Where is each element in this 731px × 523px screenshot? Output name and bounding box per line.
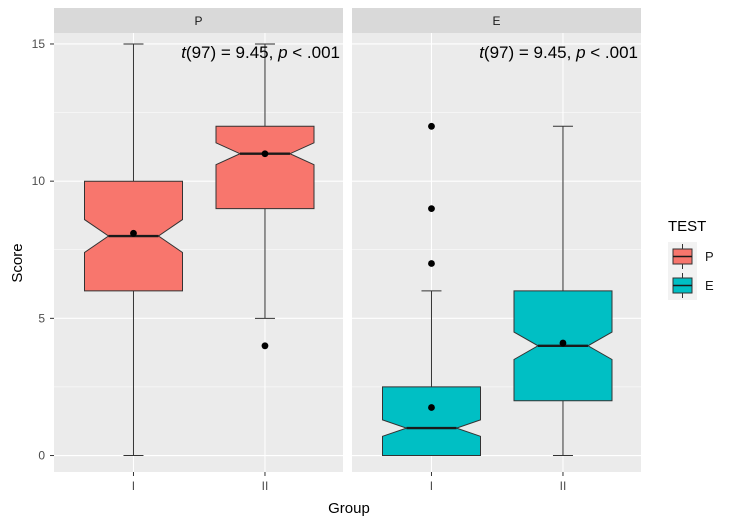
outlier-point [428, 260, 435, 267]
x-tick-label: II [560, 479, 567, 493]
facet-strip-label: E [492, 14, 500, 28]
box-group-i [84, 43, 183, 457]
legend-label: P [705, 249, 714, 264]
annotation-p-label: p [277, 43, 287, 62]
box-group-i [382, 122, 481, 457]
legend: TEST PE [668, 218, 714, 300]
annotation-t-value: (97) = 9.45, [484, 43, 576, 62]
legend-items: PE [668, 242, 714, 300]
annotation-t-label: t [181, 43, 187, 62]
y-tick-label: 5 [38, 311, 45, 325]
outlier-point [428, 122, 435, 130]
legend-item-e: E [668, 271, 714, 300]
legend-label: E [705, 278, 714, 293]
facet-strip [352, 8, 641, 33]
outlier-point [428, 205, 435, 213]
legend-item-p: P [668, 242, 714, 271]
box-group-ii [513, 125, 613, 457]
mean-point [130, 229, 137, 237]
stat-annotation: t(97) = 9.45, p < .001 [181, 43, 340, 62]
mean-point [559, 339, 567, 347]
x-tick-label: II [262, 479, 269, 493]
mean-point [261, 150, 269, 158]
annotation-t-value: (97) = 9.45, [186, 43, 278, 62]
notched-box [382, 386, 481, 456]
y-tick-label: 15 [32, 37, 46, 51]
y-axis-title: Score [9, 243, 26, 282]
y-tick-label: 0 [38, 449, 45, 463]
y-axis: 0 5 10 15 [32, 37, 54, 463]
x-tick-label: I [430, 479, 433, 493]
facet-strip-label: P [194, 14, 202, 28]
facet-strip [54, 8, 343, 33]
x-axis-title: Group [328, 500, 370, 517]
facet-panel-p: PI IIt(97) = 9.45, p < .001 [54, 8, 343, 493]
legend-title: TEST [668, 218, 706, 235]
annotation-t-label: t [479, 43, 485, 62]
outlier-point [261, 342, 269, 350]
box-group-ii [215, 43, 315, 350]
y-tick-label: 10 [32, 174, 46, 188]
annotation-p-value: < .001 [586, 43, 638, 62]
mean-point [428, 404, 435, 411]
facet-panel-e: EI IIt(97) = 9.45, p < .001 [352, 8, 641, 493]
notched-box [215, 125, 315, 210]
x-tick-label: I [132, 479, 135, 493]
annotation-p-value: < .001 [288, 43, 340, 62]
stat-annotation: t(97) = 9.45, p < .001 [479, 43, 638, 62]
annotation-p-label: p [575, 43, 585, 62]
